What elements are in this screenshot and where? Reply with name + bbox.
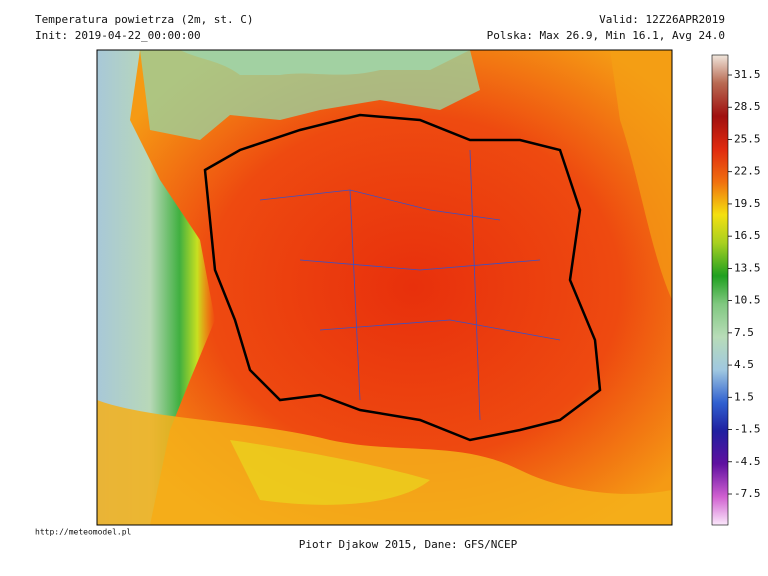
colorbar-tick-label: 19.5	[734, 197, 761, 210]
colorbar-tick-label: 10.5	[734, 294, 761, 307]
colorbar-tick-label: 16.5	[734, 229, 761, 242]
stats: Polska: Max 26.9, Min 16.1, Avg 24.0	[487, 29, 725, 42]
colorbar-tick-label: 4.5	[734, 358, 754, 371]
colorbar-tick-label: -1.5	[734, 423, 761, 436]
colorbar-tick-label: 25.5	[734, 132, 761, 145]
colorbar-tick-label: 1.5	[734, 390, 754, 403]
map	[97, 50, 672, 525]
colorbar-tick-label: 7.5	[734, 326, 754, 339]
init-time: Init: 2019-04-22_00:00:00	[35, 29, 201, 42]
colorbar-tick-label: 13.5	[734, 261, 761, 274]
colorbar-tick-label: -7.5	[734, 487, 761, 500]
credit: Piotr Djakow 2015, Dane: GFS/NCEP	[299, 538, 518, 551]
title: Temperatura powietrza (2m, st. C)	[35, 13, 254, 26]
colorbar-tick-label: -4.5	[734, 455, 761, 468]
colorbar-ticks: 31.5 28.5 25.5 22.5 19.5 16.5 13.5 10.5 7.5 4.5 1.…	[728, 68, 761, 500]
colorbar-tick-label: 22.5	[734, 165, 761, 178]
colorbar-tick-label: 28.5	[734, 100, 761, 113]
colorbar	[711, 54, 729, 526]
valid-time: Valid: 12Z26APR2019	[599, 13, 725, 26]
colorbar-tick-label: 31.5	[734, 68, 761, 81]
url: http://meteomodel.pl	[35, 528, 132, 537]
